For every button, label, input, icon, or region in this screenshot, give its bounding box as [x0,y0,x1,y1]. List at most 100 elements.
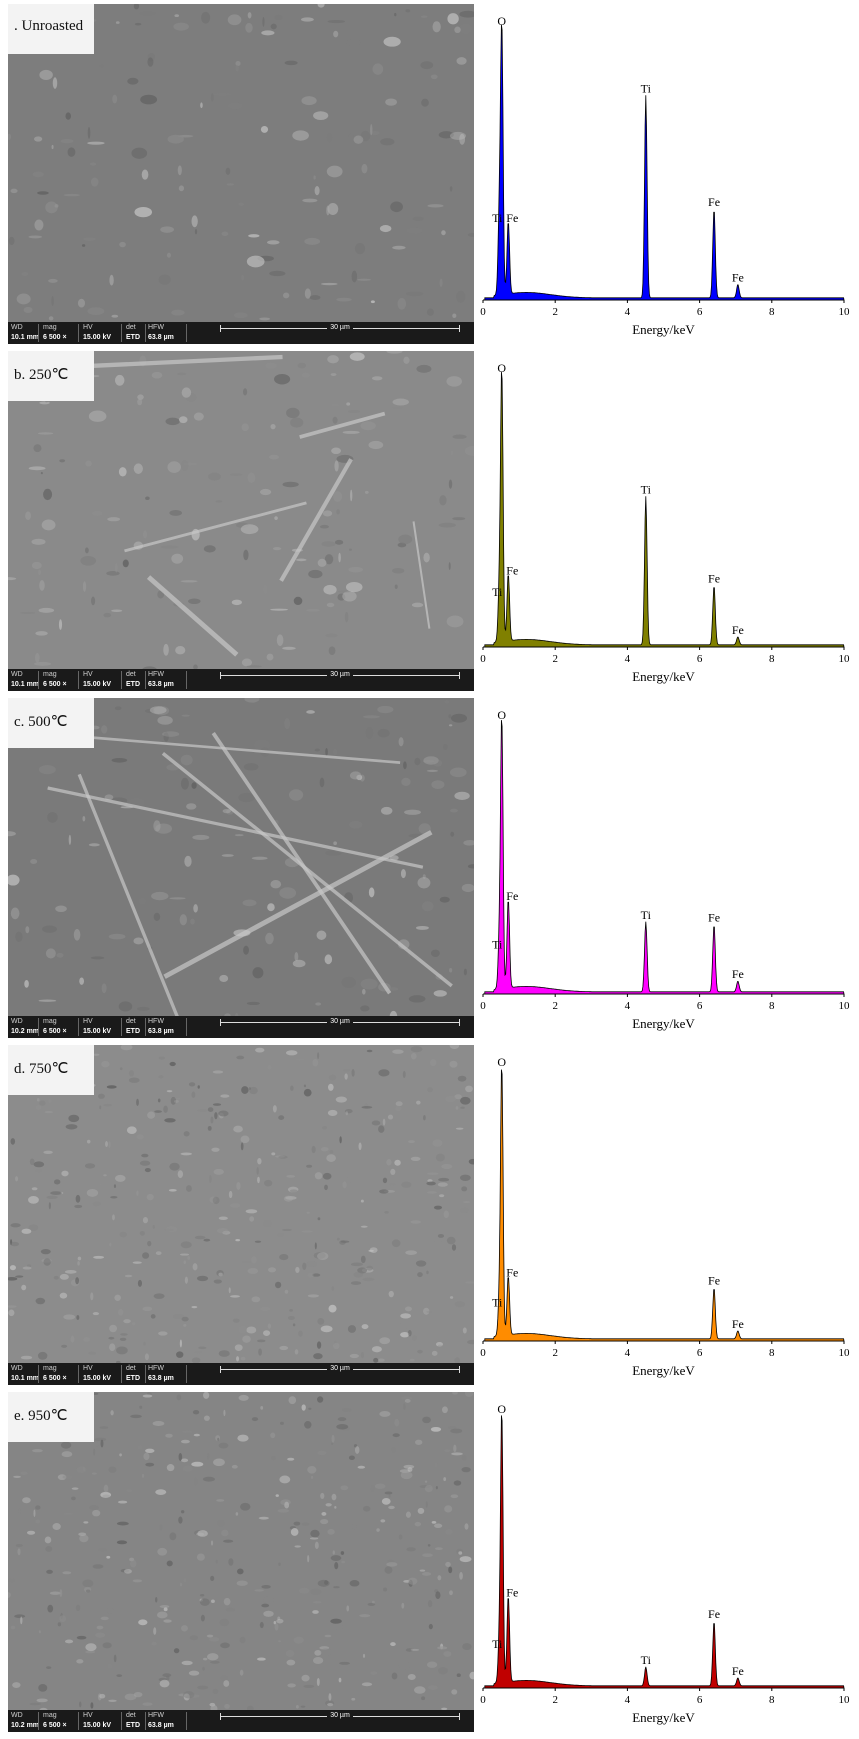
panel-label: d. 750℃ [8,1045,94,1095]
spectrum-area [484,1415,845,1689]
sem-info-mag: mag 6 500 × [43,1712,67,1729]
sem-info-mag: mag 6 500 × [43,1018,67,1035]
peak-label: Ti [641,82,652,96]
peak-label: O [497,708,506,722]
x-tick-label: 4 [625,1347,631,1359]
sem-info-separator [38,671,39,689]
scale-bar-label: 30 µm [327,1018,353,1025]
sem-info-mag: mag 6 500 × [43,1365,67,1382]
sem-image: e. 950℃ [8,1392,474,1714]
x-tick-label: 6 [697,1000,703,1012]
peak-label: Ti [492,1295,503,1309]
scale-bar: 30 µm [220,670,460,680]
peak-label: Fe [732,1664,744,1678]
x-tick-label: 8 [769,1347,775,1359]
sem-info-separator [121,324,122,342]
sem-info-separator [38,324,39,342]
figure-row: c. 500℃ WD 10.2 mm mag 6 500 × HV 15.00 kV det… [0,694,859,1040]
sem-info-separator [38,1712,39,1730]
sem-info-separator [78,1365,79,1383]
x-tick-label: 2 [552,1347,558,1359]
figure-row: d. 750℃ WD 10.1 mm mag 6 500 × HV 15.00 kV det… [0,1041,859,1387]
eds-spectrum: 0 2 4 6 8 10 Energy/keV Ti O Fe Ti Fe Fe [478,347,859,693]
sem-info-separator [78,1018,79,1036]
panel-label: c. 500℃ [8,698,94,748]
x-tick-label: 10 [839,1347,851,1359]
sem-info-wd: WD 10.2 mm [11,1018,40,1035]
eds-spectrum: 0 2 4 6 8 10 Energy/keV Ti O Fe Ti Fe Fe [478,0,859,346]
peak-label: Fe [708,195,720,209]
spectrum-area [484,1069,845,1342]
eds-spectrum: 0 2 4 6 8 10 Energy/keV Ti O Fe Fe Fe [478,1041,859,1387]
x-tick-label: 4 [625,1694,631,1706]
sem-info-hfw: HFW 63.8 µm [148,1712,174,1729]
x-tick-label: 6 [697,1347,703,1359]
x-tick-label: 0 [480,653,486,665]
sem-info-mag: mag 6 500 × [43,324,67,341]
sem-image: b. 250℃ [8,351,474,673]
x-tick-label: 2 [552,1000,558,1012]
sem-info-separator [186,1018,187,1036]
sem-info-bar: WD 10.1 mm mag 6 500 × HV 15.00 kV det ETD HFW 63… [8,1363,474,1385]
sem-info-separator [38,1365,39,1383]
peak-label: Ti [492,938,503,952]
sem-info-hfw: HFW 63.8 µm [148,1018,174,1035]
sem-info-hfw: HFW 63.8 µm [148,1365,174,1382]
sem-info-det: det ETD [126,1712,140,1729]
sem-info-mag: mag 6 500 × [43,671,67,688]
x-axis-label: Energy/keV [632,669,695,684]
scale-bar: 30 µm [220,1711,460,1721]
peak-label: Fe [732,623,744,637]
x-tick-label: 8 [769,306,775,318]
sem-info-separator [186,324,187,342]
x-tick-label: 6 [697,306,703,318]
sem-micrograph [8,1392,474,1714]
sem-info-separator [145,324,146,342]
figure-row: . Unroasted WD 10.1 mm mag 6 500 × HV 15.00 k… [0,0,859,346]
sem-micrograph [8,4,474,326]
sem-info-hv: HV 15.00 kV [83,1712,112,1729]
peak-label: Ti [492,211,503,225]
x-tick-label: 8 [769,1694,775,1706]
peak-label: O [497,361,506,375]
sem-image: . Unroasted [8,4,474,326]
x-tick-label: 6 [697,1694,703,1706]
eds-spectrum: 0 2 4 6 8 10 Energy/keV Ti O Fe Ti Fe Fe [478,1388,859,1734]
sem-info-hv: HV 15.00 kV [83,324,112,341]
peak-label: Ti [492,585,503,599]
x-tick-label: 6 [697,653,703,665]
x-tick-label: 8 [769,1000,775,1012]
sem-info-separator [145,1018,146,1036]
x-tick-label: 10 [839,653,851,665]
x-tick-label: 4 [625,1000,631,1012]
x-tick-label: 2 [552,1694,558,1706]
scale-bar-label: 30 µm [327,671,353,678]
peak-label: O [497,1402,506,1416]
sem-info-separator [145,671,146,689]
peak-label: Fe [732,1317,744,1331]
x-axis-label: Energy/keV [632,1016,695,1031]
sem-info-hfw: HFW 63.8 µm [148,671,174,688]
x-tick-label: 2 [552,653,558,665]
sem-info-bar: WD 10.2 mm mag 6 500 × HV 15.00 kV det ETD HFW 63… [8,1710,474,1732]
scale-bar-label: 30 µm [327,324,353,331]
peak-label: Fe [506,889,518,903]
spectrum-area [484,24,845,301]
sem-info-bar: WD 10.1 mm mag 6 500 × HV 15.00 kV det ETD HFW 63… [8,322,474,344]
scale-bar-label: 30 µm [327,1365,353,1372]
scale-bar: 30 µm [220,323,460,333]
eds-spectrum: 0 2 4 6 8 10 Energy/keV Ti O Fe Ti Fe Fe [478,694,859,1040]
sem-info-separator [78,671,79,689]
sem-info-separator [186,1365,187,1383]
panel-label: . Unroasted [8,4,94,54]
peak-label: Ti [641,483,652,497]
sem-info-hv: HV 15.00 kV [83,1365,112,1382]
sem-info-separator [145,1712,146,1730]
sem-info-separator [121,1712,122,1730]
sem-info-separator [78,324,79,342]
sem-info-wd: WD 10.1 mm [11,1365,40,1382]
scale-bar: 30 µm [220,1017,460,1027]
sem-info-hfw: HFW 63.8 µm [148,324,174,341]
x-tick-label: 4 [625,653,631,665]
sem-info-separator [186,1712,187,1730]
